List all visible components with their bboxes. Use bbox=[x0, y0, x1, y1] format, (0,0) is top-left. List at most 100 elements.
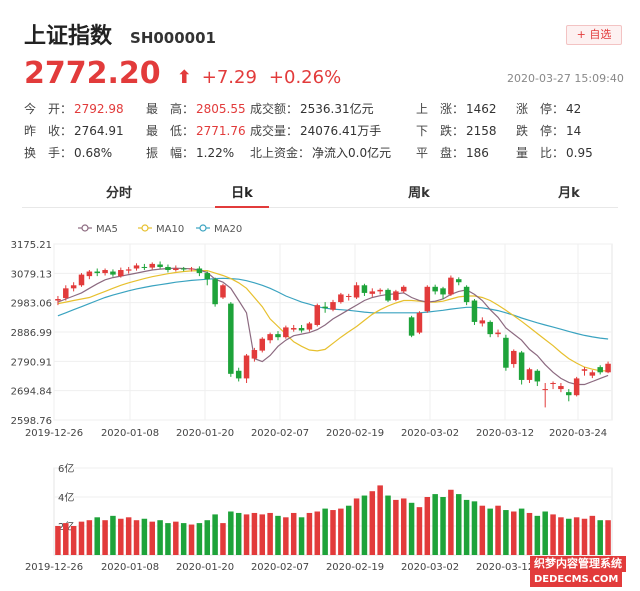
tab-daily-k[interactable]: 日k bbox=[231, 186, 253, 201]
volume-bar bbox=[267, 512, 273, 555]
candle-body bbox=[471, 300, 478, 322]
candle-body bbox=[432, 286, 438, 292]
volume-bar bbox=[463, 499, 470, 555]
volume-bar bbox=[235, 512, 242, 555]
stats-row: 昨 收： 2764.91 最 低： 2771.76 成交量： 24076.41万手下 跌：… bbox=[24, 122, 620, 144]
volume-x-tick-label: 2020-02-19 bbox=[326, 562, 384, 573]
quote-timestamp: 2020-03-27 15:09:40 bbox=[507, 72, 624, 85]
candle-body bbox=[511, 350, 517, 365]
volume-bar bbox=[534, 515, 541, 555]
candle-body bbox=[133, 265, 140, 269]
candle-body bbox=[228, 303, 234, 374]
volume-x-tick-label: 2020-01-20 bbox=[176, 562, 234, 573]
stat-label: 涨 停： bbox=[516, 102, 565, 116]
volume-bar bbox=[196, 523, 203, 555]
candle-body bbox=[204, 273, 211, 280]
stat-cell: 最 低： 2771.76 bbox=[146, 122, 246, 139]
candle-body bbox=[220, 285, 226, 298]
volume-bar bbox=[385, 495, 391, 555]
volume-bar bbox=[290, 512, 297, 555]
candle-body bbox=[314, 305, 321, 325]
stat-cell: 平 盘： 186 bbox=[416, 144, 489, 161]
volume-bar bbox=[589, 515, 596, 555]
legend-label: MA20 bbox=[214, 224, 242, 235]
tab-monthly-k[interactable]: 月k bbox=[558, 186, 580, 201]
candle-body bbox=[259, 338, 266, 351]
x-tick-label: 2020-03-24 bbox=[549, 428, 607, 439]
volume-bar bbox=[432, 494, 438, 555]
volume-bar bbox=[110, 515, 116, 555]
stat-value: 2792.98 bbox=[74, 102, 124, 116]
stat-value: 2805.55 bbox=[196, 102, 246, 116]
volume-bar bbox=[503, 510, 509, 555]
add-favorite-button[interactable]: + 自选 bbox=[566, 25, 622, 45]
x-tick-label: 2020-03-02 bbox=[401, 428, 459, 439]
x-tick-label: 2020-01-08 bbox=[101, 428, 159, 439]
stat-label: 跌 停： bbox=[516, 124, 565, 138]
stat-cell: 最 高： 2805.55 bbox=[146, 100, 246, 117]
volume-x-tick-label: 2020-02-07 bbox=[251, 562, 309, 573]
candle-body bbox=[518, 352, 525, 380]
stat-value: 2764.91 bbox=[74, 124, 124, 138]
candle-body bbox=[330, 302, 336, 310]
volume-bar bbox=[479, 505, 486, 555]
stat-value: 2536.31亿元 bbox=[300, 102, 374, 116]
volume-bar bbox=[118, 518, 124, 555]
candle-body bbox=[173, 268, 179, 271]
volume-x-tick-label: 2020-03-02 bbox=[401, 562, 459, 573]
volume-bar bbox=[345, 505, 352, 555]
volume-bar bbox=[511, 511, 517, 555]
candle-body bbox=[338, 294, 344, 303]
watermark-line2: DEDECMS.COM bbox=[530, 572, 623, 587]
candle-body bbox=[157, 264, 163, 267]
volume-bar bbox=[338, 508, 344, 555]
candle-body bbox=[534, 370, 541, 382]
stat-label: 北上资金： bbox=[250, 146, 311, 160]
stat-label: 上 涨： bbox=[416, 102, 465, 116]
candle-body bbox=[448, 277, 454, 295]
candle-body bbox=[251, 350, 258, 359]
volume-bar bbox=[70, 526, 77, 555]
candle-body bbox=[118, 270, 124, 277]
volume-bar bbox=[180, 523, 187, 555]
x-tick-label: 2020-03-12 bbox=[476, 428, 534, 439]
volume-bar bbox=[275, 515, 281, 555]
candle-body bbox=[495, 332, 501, 335]
stat-cell: 下 跌： 2158 bbox=[416, 122, 497, 139]
candle-body bbox=[408, 317, 415, 336]
stats-row: 今 开： 2792.98 最 高： 2805.55 成交额： 2536.31亿元上 涨： 1… bbox=[24, 100, 620, 122]
candle-body bbox=[581, 369, 588, 371]
candle-body bbox=[243, 355, 250, 379]
volume-bar bbox=[251, 512, 258, 555]
stat-cell: 跌 停： 14 bbox=[516, 122, 581, 139]
candle-body bbox=[290, 328, 297, 330]
stat-cell: 昨 收： 2764.91 bbox=[24, 122, 124, 139]
tab-intraday[interactable]: 分时 bbox=[105, 186, 132, 201]
volume-bar bbox=[298, 517, 305, 555]
candle-body bbox=[400, 286, 407, 292]
volume-bar bbox=[424, 497, 431, 555]
stat-value: 14 bbox=[566, 124, 582, 138]
candle-body bbox=[306, 323, 313, 330]
ma10-line bbox=[57, 270, 609, 372]
stats-grid: 今 开： 2792.98 最 高： 2805.55 成交额： 2536.31亿元上 涨： 1… bbox=[24, 100, 620, 166]
stat-cell: 北上资金： 净流入0.0亿元 bbox=[250, 144, 391, 161]
candle-body bbox=[424, 286, 431, 312]
volume-bar bbox=[149, 521, 155, 555]
active-tab-indicator bbox=[215, 206, 269, 208]
stat-label: 下 跌： bbox=[416, 124, 465, 138]
index-header: 上证指数 SH000001 bbox=[24, 18, 216, 50]
candle-body bbox=[345, 295, 352, 297]
tab-weekly-k[interactable]: 周k bbox=[408, 186, 430, 201]
stats-row: 换 手： 0.68% 振 幅： 1.22% 北上资金： 净流入0.0亿元 平 盘： 186 量 … bbox=[24, 144, 620, 166]
volume-bar bbox=[605, 520, 611, 555]
legend-marker bbox=[141, 224, 149, 232]
volume-bar bbox=[204, 520, 211, 555]
volume-bar bbox=[243, 514, 250, 555]
volume-bar bbox=[102, 520, 108, 555]
volume-bar bbox=[448, 489, 454, 555]
stat-value: 0.68% bbox=[74, 146, 113, 160]
y-tick-label: 2598.76 bbox=[11, 416, 52, 427]
stat-label: 换 手： bbox=[24, 146, 73, 160]
